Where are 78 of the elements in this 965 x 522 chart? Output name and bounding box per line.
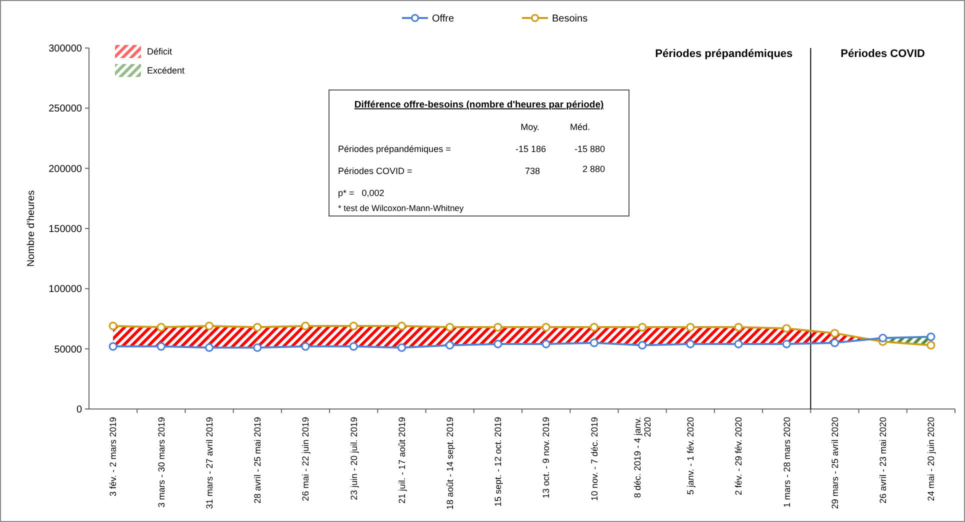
x-tick-label: 29 mars - 25 avril 2020	[830, 417, 840, 510]
point	[686, 322, 695, 332]
x-tick-label: 8 déc. 2019 - 4 janv. 2020	[632, 417, 652, 498]
annotation: Périodes COVID	[840, 48, 926, 60]
point	[638, 340, 647, 350]
point	[494, 340, 502, 348]
point	[830, 338, 840, 348]
point	[926, 332, 936, 342]
x-tick-label: 28 avril - 25 mai 2019	[252, 417, 263, 504]
annotation: -15 880	[574, 144, 605, 154]
point	[349, 342, 358, 351]
y-tick-label: 150000	[48, 224, 82, 235]
point	[446, 322, 454, 332]
y-tick-label: 250000	[48, 104, 82, 115]
x-tick-label: 18 août - 14 sept. 2019	[444, 417, 455, 510]
annotation: Périodes prépandémiques	[655, 48, 793, 60]
point	[204, 322, 214, 330]
annotation: 738	[524, 166, 540, 176]
annotation: -15 186	[515, 144, 546, 154]
point	[204, 343, 214, 352]
point	[782, 340, 791, 348]
point	[108, 342, 118, 351]
point	[156, 342, 166, 351]
point	[926, 340, 936, 350]
x-tick-label: 13 oct. - 9 nov. 2019	[541, 417, 552, 498]
annotation: 2 880	[582, 164, 605, 174]
point	[156, 322, 166, 332]
y-tick-label: 0	[76, 404, 82, 416]
x-tick-label: 21 juil. - 17 août 2019	[396, 417, 407, 504]
point	[253, 322, 262, 332]
x-tick-label: 3 fév. - 2 mars 2019	[108, 417, 118, 496]
annotation: Périodes COVID =	[338, 166, 412, 176]
y-tick-label: 200000	[48, 164, 82, 175]
legend-label: Offre	[432, 14, 454, 24]
x-tick-label: 5 janv. - 1 fév. 2020	[686, 417, 696, 495]
point	[397, 322, 406, 330]
point	[782, 324, 791, 333]
annotation: Méd.	[570, 122, 590, 132]
annotation: p* = 0,002	[338, 188, 384, 198]
point	[590, 338, 598, 348]
point	[301, 342, 310, 351]
x-tick-label: 23 juin - 20 juil. 2019	[348, 417, 359, 500]
annotation: Déficit	[147, 46, 173, 57]
point	[830, 328, 840, 338]
point	[349, 322, 358, 330]
point	[686, 340, 695, 348]
legend-label: Besoins	[552, 14, 588, 24]
x-tick-label: 3 mars - 30 mars 2019	[156, 417, 166, 508]
y-tick-label: 300000	[48, 44, 82, 54]
x-tick-label: 10 nov. - 7 déc. 2019	[589, 417, 600, 501]
annotation: * test de Wilcoxon-Mann-Whitney	[338, 202, 464, 213]
point	[590, 322, 598, 332]
y-tick-label: 50000	[54, 344, 82, 356]
x-tick-label: 26 avril - 23 mai 2020	[878, 417, 888, 504]
x-tick-label: 1 mars - 28 mars 2020	[782, 417, 792, 508]
annotation: Différence offre-besoins (nombre d'heures par période)	[354, 99, 604, 110]
x-tick-label: 31 mars - 27 avril 2019	[204, 417, 214, 510]
annotation: Excédent	[147, 66, 186, 76]
x-tick-label: 24 mai - 20 juin 2020	[926, 417, 936, 502]
point	[734, 340, 743, 348]
x-tick-label: 15 sept. - 12 oct. 2019	[493, 417, 504, 507]
point	[446, 340, 454, 350]
point	[108, 322, 118, 330]
y-axis-title: Nombre d'heures	[26, 190, 37, 267]
point	[301, 322, 310, 330]
y-tick-label: 100000	[48, 284, 82, 296]
point	[397, 343, 406, 352]
point	[542, 322, 550, 332]
annotation: Périodes prépandémiques =	[338, 144, 451, 154]
point	[878, 334, 888, 342]
x-tick-label: 26 mai - 22 juin 2019	[300, 417, 311, 502]
annotation: Moy.	[520, 122, 540, 132]
point	[638, 322, 647, 332]
point	[542, 340, 550, 348]
point	[734, 322, 743, 332]
x-tick-label: 2 fév. - 29 fév. 2020	[734, 417, 744, 496]
point	[253, 343, 262, 352]
point	[494, 322, 502, 332]
